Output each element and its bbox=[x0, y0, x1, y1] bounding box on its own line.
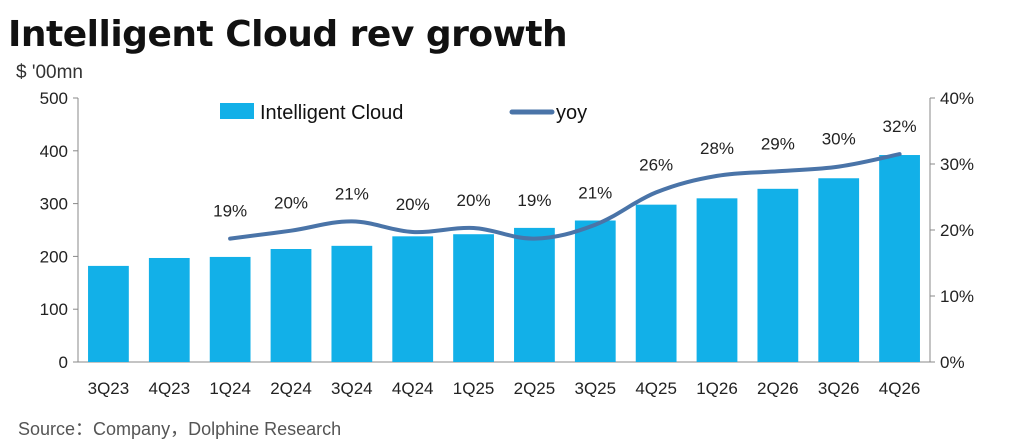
x-axis-tick-label: 1Q26 bbox=[696, 379, 738, 398]
bar bbox=[574, 220, 616, 362]
bar bbox=[453, 234, 494, 362]
right-axis-tick-label: 20% bbox=[940, 221, 974, 240]
bar bbox=[818, 178, 860, 362]
yoy-data-label: 30% bbox=[822, 130, 856, 149]
legend-line-label: yoy bbox=[556, 102, 587, 124]
bar bbox=[88, 265, 129, 362]
bar bbox=[270, 249, 312, 362]
yoy-data-label: 19% bbox=[517, 191, 551, 210]
right-axis-tick-label: 40% bbox=[940, 89, 974, 108]
right-axis-tick-label: 30% bbox=[940, 155, 974, 174]
bar bbox=[514, 227, 555, 362]
left-axis-tick-label: 100 bbox=[40, 300, 68, 319]
x-axis-tick-label: 3Q24 bbox=[331, 379, 373, 398]
yoy-data-label: 21% bbox=[578, 183, 612, 202]
yoy-data-label: 19% bbox=[213, 202, 247, 221]
x-axis-tick-label: 4Q26 bbox=[879, 379, 921, 398]
x-axis-tick-label: 1Q25 bbox=[453, 379, 495, 398]
yoy-data-label: 21% bbox=[335, 184, 369, 203]
left-axis-tick-label: 200 bbox=[40, 247, 68, 266]
yoy-line-series bbox=[228, 152, 902, 241]
bar bbox=[331, 245, 373, 362]
x-axis-tick-label: 1Q24 bbox=[209, 379, 251, 398]
x-axis-tick-label: 2Q26 bbox=[757, 379, 799, 398]
x-axis-tick-labels: 3Q23 4Q23 1Q24 2Q24 3Q24 4Q24 1Q25 2Q25 3Q25 4Q25… bbox=[88, 379, 921, 398]
chart-title: Intelligent Cloud rev growth bbox=[8, 14, 568, 55]
x-axis-tick-label: 4Q24 bbox=[392, 379, 434, 398]
left-axis-tick-label: 500 bbox=[40, 89, 68, 108]
bar bbox=[392, 236, 434, 362]
source-note: Source：Company，Dolphine Research bbox=[18, 419, 342, 439]
yoy-data-label: 20% bbox=[396, 195, 430, 214]
right-axis-tick-label: 0% bbox=[940, 353, 965, 372]
bar bbox=[635, 204, 677, 362]
right-axis-tick-label: 10% bbox=[940, 287, 974, 306]
yoy-data-label: 29% bbox=[761, 134, 795, 153]
yoy-data-label: 32% bbox=[883, 117, 917, 136]
yoy-line bbox=[228, 152, 902, 241]
yoy-data-label: 26% bbox=[639, 155, 673, 174]
bar bbox=[757, 188, 799, 362]
x-axis-tick-label: 4Q25 bbox=[635, 379, 677, 398]
x-axis-tick-label: 3Q23 bbox=[88, 379, 130, 398]
bar bbox=[879, 155, 920, 362]
x-axis-tick-label: 2Q24 bbox=[270, 379, 312, 398]
yoy-data-labels: 19% 20% 21% 20% 20% 19% 21% 26% 28% 29% 30% 32% bbox=[213, 117, 916, 220]
legend: Intelligent Cloud yoy bbox=[220, 102, 587, 124]
right-axis: 0% 10% 20% 30% 40% bbox=[929, 89, 974, 372]
x-axis-tick-label: 2Q25 bbox=[514, 379, 556, 398]
x-axis-tick-label: 3Q25 bbox=[574, 379, 616, 398]
yoy-data-label: 20% bbox=[457, 191, 491, 210]
left-axis-tick-label: 300 bbox=[40, 195, 68, 214]
legend-bar-label: Intelligent Cloud bbox=[260, 102, 403, 124]
bar bbox=[696, 198, 738, 362]
x-axis-tick-label: 3Q26 bbox=[818, 379, 860, 398]
left-axis-unit-label: $ '00mn bbox=[16, 62, 84, 83]
bar-series bbox=[88, 155, 920, 362]
left-axis-tick-label: 0 bbox=[59, 353, 68, 372]
yoy-data-label: 20% bbox=[274, 194, 308, 213]
yoy-data-label: 28% bbox=[700, 139, 734, 158]
bar bbox=[148, 257, 190, 362]
bar bbox=[209, 256, 251, 362]
x-axis-tick-label: 4Q23 bbox=[148, 379, 190, 398]
legend-bar-swatch bbox=[220, 103, 254, 119]
left-axis-tick-label: 400 bbox=[40, 142, 68, 161]
